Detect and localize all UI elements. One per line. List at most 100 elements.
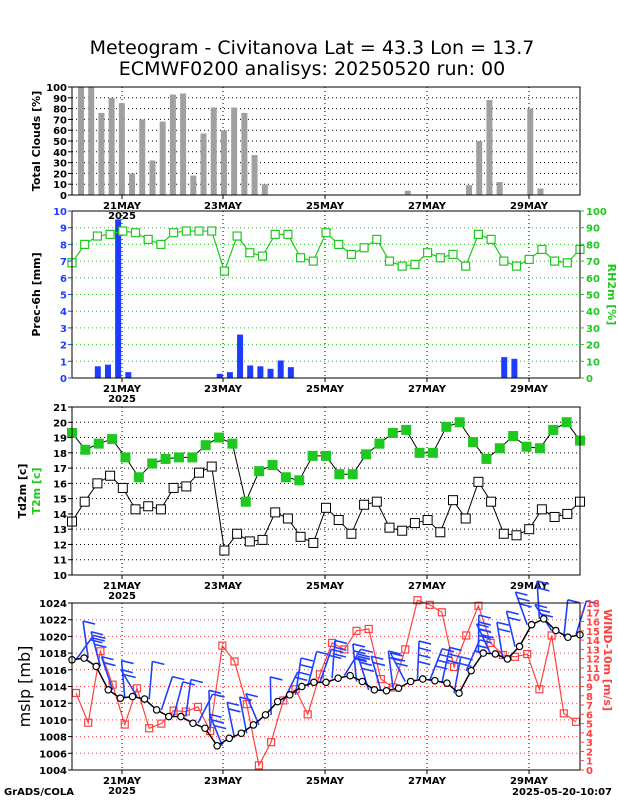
y-tick-label: 0 bbox=[60, 374, 67, 385]
td2m-marker bbox=[207, 462, 216, 471]
precip-bar bbox=[217, 374, 223, 378]
mslp-marker bbox=[226, 735, 232, 741]
wind-barb-feather bbox=[568, 600, 580, 603]
precip-bar bbox=[237, 335, 243, 378]
wind-barb-feather bbox=[300, 665, 312, 668]
td2m-marker bbox=[220, 546, 229, 555]
y2-tick-label: 80 bbox=[586, 240, 600, 251]
t2m-marker bbox=[535, 444, 544, 453]
td2m-marker bbox=[271, 508, 280, 517]
td2m-marker bbox=[169, 483, 178, 492]
t2m-marker bbox=[228, 439, 237, 448]
wind-barb bbox=[564, 600, 568, 637]
rh-marker bbox=[386, 257, 394, 265]
rh-marker bbox=[297, 254, 305, 262]
year-label: 2025 bbox=[108, 591, 136, 602]
rh-marker bbox=[93, 232, 101, 240]
rh-marker bbox=[487, 235, 495, 243]
wind-barb bbox=[210, 714, 223, 746]
y2-tick-label: 18 bbox=[586, 599, 600, 610]
y-tick-label: 20 bbox=[53, 169, 67, 180]
mslp-marker bbox=[299, 683, 305, 689]
y-tick-label: 1008 bbox=[39, 733, 67, 744]
t2m-marker bbox=[94, 439, 103, 448]
y-tick-label: 16 bbox=[53, 479, 67, 490]
y-tick-label: 11 bbox=[53, 556, 67, 567]
wind-barb-feather bbox=[419, 648, 431, 651]
rh-marker bbox=[525, 255, 533, 263]
y-tick-label: 20 bbox=[53, 418, 67, 429]
x-tick-label: 25MAY bbox=[306, 384, 345, 395]
y-tick-label: 1022 bbox=[39, 616, 67, 627]
x-tick-label: 23MAY bbox=[204, 776, 243, 787]
cloud-bar bbox=[262, 184, 268, 195]
y-tick-label: 60 bbox=[53, 126, 67, 137]
y-tick-label: 13 bbox=[53, 525, 67, 536]
precip-bar bbox=[105, 365, 111, 378]
mslp-marker bbox=[166, 713, 172, 719]
y-tick-label: 40 bbox=[53, 148, 67, 159]
y-tick-label: 1004 bbox=[39, 766, 67, 777]
cloud-bar bbox=[466, 185, 472, 195]
rh-marker bbox=[144, 235, 152, 243]
t2m-marker bbox=[295, 476, 304, 485]
cloud-bar bbox=[405, 191, 411, 195]
rh-marker bbox=[551, 257, 559, 265]
cloud-bar bbox=[476, 141, 482, 195]
wind-barb-feather bbox=[518, 598, 530, 601]
y-tick-label: 1020 bbox=[39, 632, 67, 643]
x-tick-label: 27MAY bbox=[408, 201, 447, 212]
wind-barb-feather bbox=[122, 661, 134, 664]
td2m-marker bbox=[385, 523, 394, 532]
wind-barb bbox=[149, 661, 152, 699]
td2m-marker bbox=[156, 505, 165, 514]
wind-barb-feather bbox=[361, 649, 373, 652]
x-tick-label: 29MAY bbox=[510, 384, 549, 395]
rh-marker bbox=[347, 250, 355, 258]
td2m-marker bbox=[347, 529, 356, 538]
y-tick-label: 0 bbox=[60, 191, 67, 202]
x-tick-label: 27MAY bbox=[408, 776, 447, 787]
rh-marker bbox=[462, 262, 470, 270]
cloud-bar bbox=[119, 103, 125, 195]
t2m-marker bbox=[188, 453, 197, 462]
wind-barb-feather bbox=[373, 662, 385, 665]
rh-marker bbox=[474, 230, 482, 238]
mslp-marker bbox=[238, 730, 244, 736]
rh-marker bbox=[81, 240, 89, 248]
wind-barb-feather bbox=[331, 649, 343, 652]
cloud-bar bbox=[497, 182, 503, 195]
mslp-marker bbox=[117, 695, 123, 701]
mslp-marker bbox=[214, 743, 220, 749]
t2m-marker bbox=[402, 425, 411, 434]
y-tick-label: 1012 bbox=[39, 699, 67, 710]
wind-barb bbox=[506, 611, 515, 646]
y2-tick-label: 60 bbox=[586, 274, 600, 285]
y2-tick-label: 20 bbox=[586, 341, 600, 352]
y-tick-label: 1 bbox=[60, 357, 67, 368]
y-tick-label: 19 bbox=[53, 434, 67, 445]
rh-marker bbox=[563, 259, 571, 267]
cloud-bar bbox=[231, 108, 237, 195]
t2m-marker bbox=[348, 470, 357, 479]
mslp-marker bbox=[105, 687, 111, 693]
mslp-marker bbox=[178, 713, 184, 719]
y-tick-label: 7 bbox=[60, 257, 67, 268]
y-axis-label-td2m: Td2m [c] bbox=[16, 464, 29, 519]
cloud-bar bbox=[537, 189, 543, 195]
wind-barb bbox=[83, 621, 88, 658]
td2m-marker bbox=[144, 502, 153, 511]
rh-marker bbox=[119, 227, 127, 235]
cloud-bar bbox=[527, 109, 533, 195]
t2m-marker bbox=[108, 435, 117, 444]
t2m-marker bbox=[388, 428, 397, 437]
rh-marker bbox=[271, 230, 279, 238]
rh-marker bbox=[335, 240, 343, 248]
precip-bar bbox=[501, 357, 507, 378]
rh-marker bbox=[106, 230, 114, 238]
t2m-marker bbox=[81, 445, 90, 454]
td2m-marker bbox=[322, 503, 331, 512]
precip-bar bbox=[278, 360, 284, 378]
y-tick-label: 17 bbox=[53, 464, 67, 475]
